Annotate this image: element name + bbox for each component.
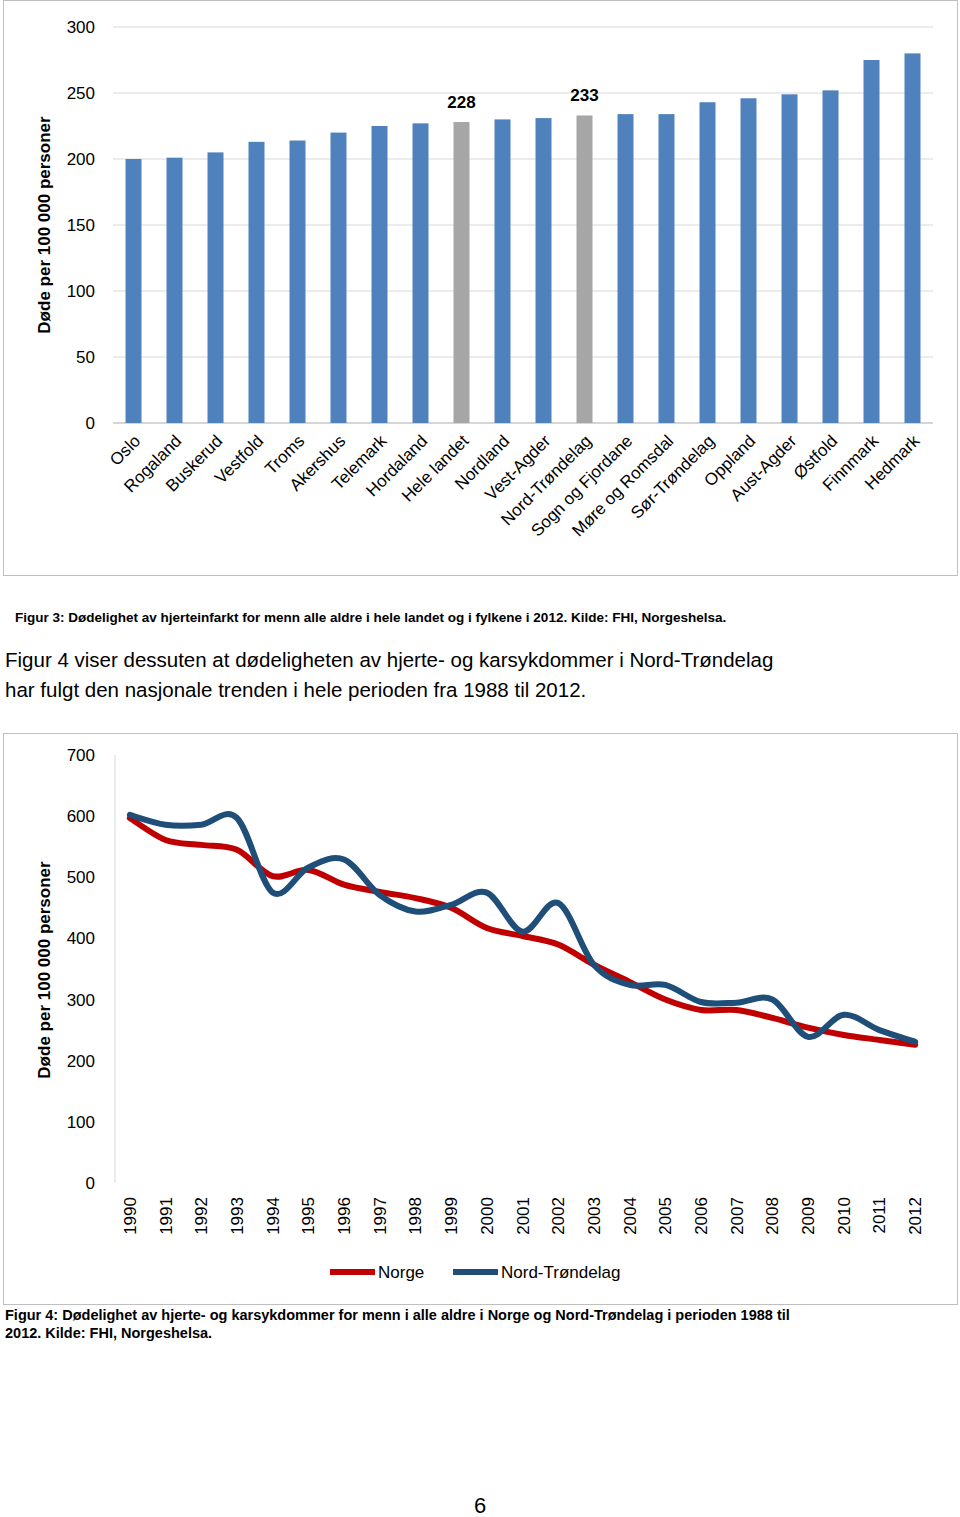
x-tick-label: 2012 bbox=[906, 1197, 925, 1235]
bar bbox=[577, 115, 593, 423]
bar bbox=[413, 123, 429, 423]
x-tick-label: 1993 bbox=[228, 1197, 247, 1235]
x-tick-label: 2010 bbox=[835, 1197, 854, 1235]
bar bbox=[495, 119, 511, 423]
x-axis bbox=[113, 423, 933, 424]
legend-swatch bbox=[453, 1269, 498, 1275]
bar bbox=[536, 118, 552, 423]
bar bbox=[864, 60, 880, 423]
y-tick-label: 0 bbox=[86, 1174, 95, 1193]
background bbox=[0, 0, 960, 1517]
bar bbox=[782, 94, 798, 423]
page-number: 6 bbox=[474, 1493, 486, 1517]
grid-line bbox=[113, 159, 933, 160]
x-tick-label: Aust-Agder bbox=[727, 431, 801, 505]
grid bbox=[113, 27, 933, 423]
bar bbox=[659, 114, 675, 423]
y-tick-label: 0 bbox=[86, 414, 95, 433]
caption: 2012. Kilde: FHI, Norgeshelsa. bbox=[5, 1325, 212, 1341]
bar bbox=[167, 158, 183, 423]
grid-line bbox=[113, 93, 933, 94]
bar bbox=[454, 122, 470, 423]
y-axis-title: Døde per 100 000 personer bbox=[35, 116, 54, 334]
grid-line bbox=[113, 225, 933, 226]
line bbox=[130, 814, 915, 1042]
y-tick-label: 250 bbox=[67, 84, 95, 103]
x-tick-label: 1995 bbox=[299, 1197, 318, 1235]
data-label: 233 bbox=[570, 86, 598, 105]
x-tick-label: Hele landet bbox=[398, 431, 472, 505]
x-tick-label: Vestfold bbox=[211, 431, 267, 487]
x-tick-label: 1998 bbox=[406, 1197, 425, 1235]
x-tick-label: 2006 bbox=[692, 1197, 711, 1235]
y-tick-label: 300 bbox=[67, 18, 95, 37]
y-tick-label: 100 bbox=[67, 282, 95, 301]
paragraph: har fulgt den nasjonale trenden i hele p… bbox=[5, 678, 586, 701]
bar bbox=[905, 53, 921, 423]
x-tick-label: 2000 bbox=[478, 1197, 497, 1235]
x-tick-label: 2009 bbox=[799, 1197, 818, 1235]
data-label: 228 bbox=[447, 93, 475, 112]
y-axis bbox=[115, 755, 116, 1183]
caption: Figur 4: Dødelighet av hjerte- og karsyk… bbox=[5, 1307, 790, 1323]
bar bbox=[741, 98, 757, 423]
y-tick-label: 700 bbox=[67, 746, 95, 765]
lines bbox=[130, 814, 915, 1045]
paragraph: Figur 4 viser dessuten at dødeligheten a… bbox=[5, 648, 773, 671]
x-tick-label: 2003 bbox=[585, 1197, 604, 1235]
x-tick-label: 2007 bbox=[728, 1197, 747, 1235]
bar bbox=[700, 102, 716, 423]
bar bbox=[823, 90, 839, 423]
caption: Figur 3: Dødelighet av hjerteinfarkt for… bbox=[15, 610, 726, 625]
chart-frame bbox=[4, 734, 958, 1305]
x-tick-label: 2008 bbox=[763, 1197, 782, 1235]
x-tick-label: 2002 bbox=[549, 1197, 568, 1235]
bar bbox=[331, 133, 347, 423]
x-tick-label: 2011 bbox=[870, 1197, 889, 1234]
x-tick-label: Hedmark bbox=[861, 431, 924, 494]
x-tick-label: 2004 bbox=[621, 1197, 640, 1235]
bars bbox=[126, 53, 921, 423]
chart-frame bbox=[4, 1, 958, 576]
bar bbox=[208, 152, 224, 423]
legend-swatch bbox=[330, 1269, 375, 1275]
page: 050100150200250300228233OsloRogalandBusk… bbox=[0, 0, 960, 1517]
bar bbox=[618, 114, 634, 423]
y-tick-label: 300 bbox=[67, 991, 95, 1010]
x-tick-label: 2005 bbox=[656, 1197, 675, 1235]
x-tick-label: 1997 bbox=[371, 1197, 390, 1235]
bar bbox=[290, 141, 306, 423]
y-tick-label: 200 bbox=[67, 150, 95, 169]
y-tick-label: 100 bbox=[67, 1113, 95, 1132]
bar bbox=[126, 159, 142, 423]
y-tick-label: 400 bbox=[67, 929, 95, 948]
x-tick-label: 1990 bbox=[121, 1197, 140, 1235]
x-tick-label: 1994 bbox=[264, 1197, 283, 1235]
bar bbox=[372, 126, 388, 423]
x-tick-label: Buskerud bbox=[162, 431, 226, 495]
grid-line bbox=[113, 291, 933, 292]
y-tick-label: 600 bbox=[67, 807, 95, 826]
grid-line bbox=[113, 423, 933, 424]
x-tick-label: 2001 bbox=[514, 1197, 533, 1235]
bar bbox=[249, 142, 265, 423]
y-tick-label: 150 bbox=[67, 216, 95, 235]
legend-label: Nord-Trøndelag bbox=[501, 1263, 620, 1282]
x-tick-label: 1999 bbox=[442, 1197, 461, 1235]
x-tick-label: 1996 bbox=[335, 1197, 354, 1235]
y-tick-label: 500 bbox=[67, 868, 95, 887]
x-tick-label: 1991 bbox=[157, 1197, 176, 1235]
y-axis-title: Døde per 100 000 personer bbox=[35, 861, 54, 1079]
y-tick-label: 50 bbox=[76, 348, 95, 367]
grid-line bbox=[113, 27, 933, 28]
y-tick-label: 200 bbox=[67, 1052, 95, 1071]
grid-line bbox=[113, 357, 933, 358]
x-tick-label: 1992 bbox=[192, 1197, 211, 1235]
legend-label: Norge bbox=[378, 1263, 424, 1282]
